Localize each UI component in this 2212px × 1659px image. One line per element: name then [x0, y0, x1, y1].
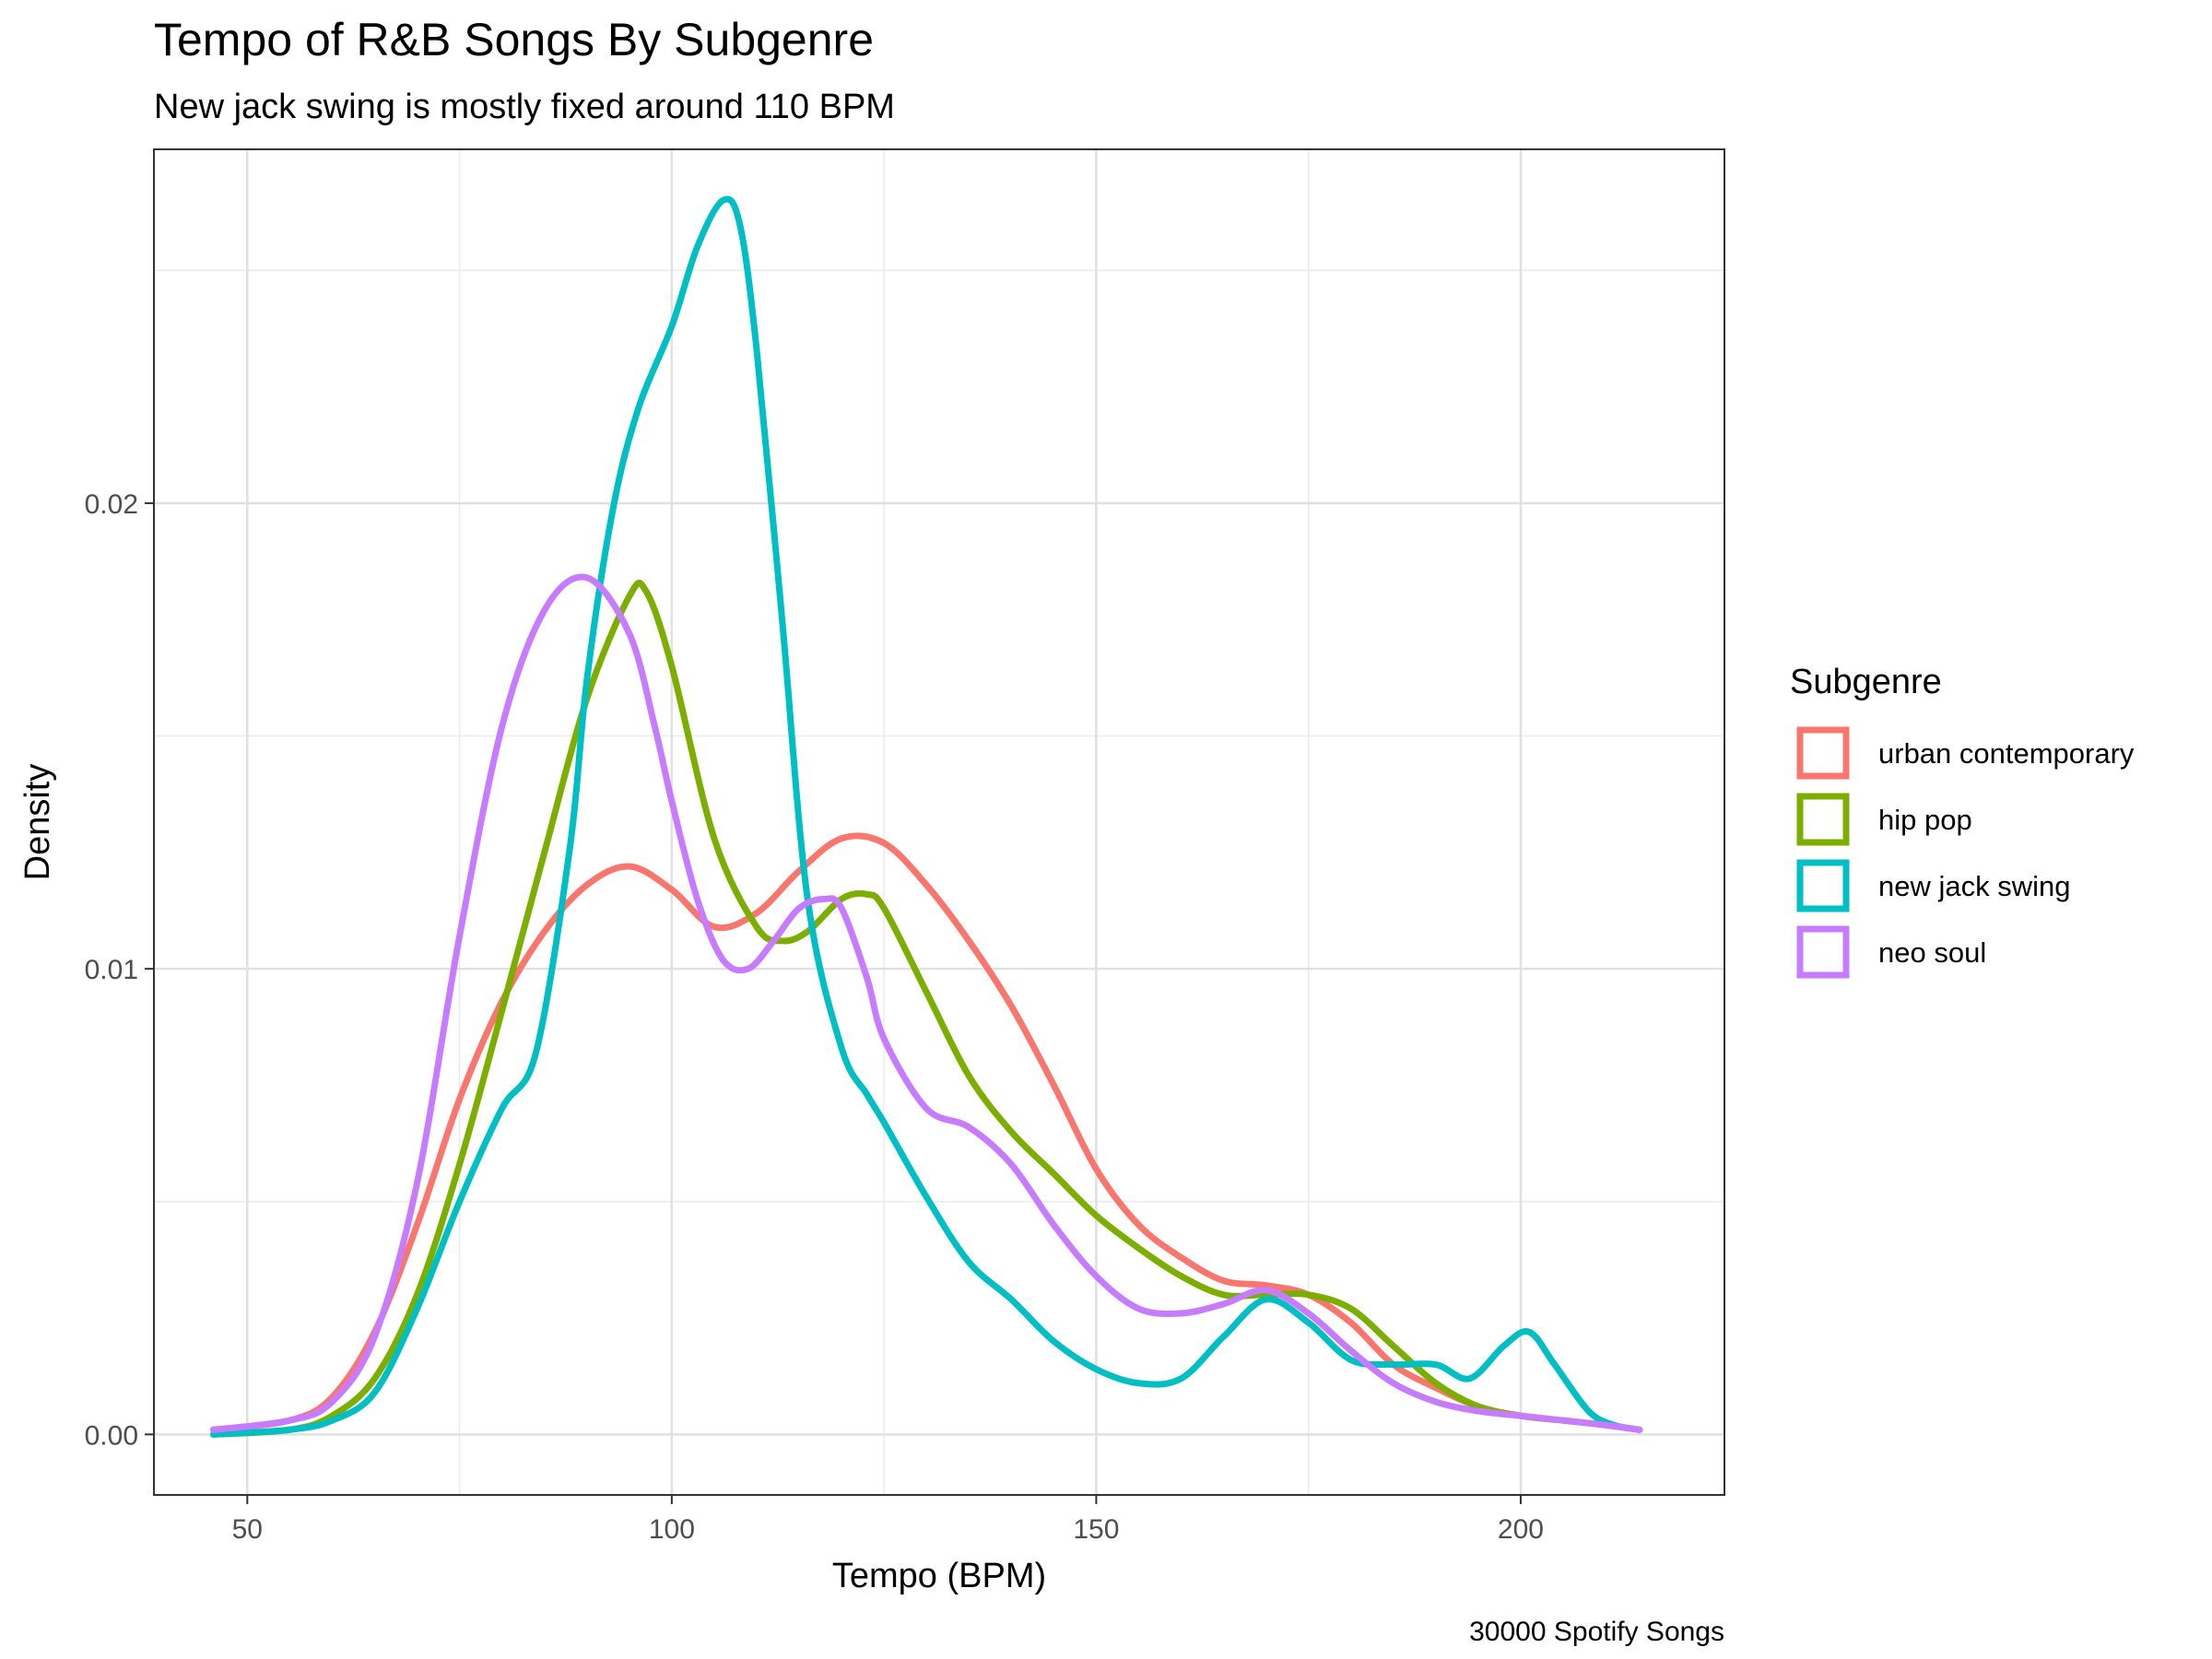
- legend-label-hip-pop: hip pop: [1878, 804, 1972, 836]
- plot-panel: [154, 149, 1724, 1495]
- y-tick-label: 0.00: [85, 1420, 138, 1451]
- legend-label-urban-contemporary: urban contemporary: [1878, 737, 2135, 770]
- legend-key-neo-soul: [1796, 925, 1850, 979]
- x-tick-label: 100: [649, 1514, 695, 1545]
- density-line-neo-soul: [209, 573, 1643, 1433]
- y-axis-title: Density: [18, 764, 57, 881]
- x-tick-label: 50: [232, 1514, 263, 1545]
- y-axis: 0.00 0.01 0.02: [85, 489, 154, 1451]
- x-tick-label: 200: [1498, 1514, 1544, 1545]
- density-line-new-jack-swing: [209, 195, 1643, 1438]
- legend-label-neo-soul: neo soul: [1878, 936, 1986, 969]
- legend-key-urban-contemporary: [1796, 726, 1850, 780]
- legend-label-new-jack-swing: new jack swing: [1878, 870, 2070, 902]
- legend: Subgenre urban contemporary hip pop new ja…: [1790, 663, 2135, 980]
- y-tick-label: 0.02: [85, 489, 138, 520]
- density-line-hip-pop: [209, 579, 1643, 1438]
- chart-subtitle: New jack swing is mostly fixed around 11…: [154, 88, 895, 126]
- minor-gridlines: [154, 149, 1724, 1495]
- legend-key-new-jack-swing: [1796, 859, 1850, 912]
- legend-key-bg: [1795, 792, 1851, 847]
- legend-key-bg: [1795, 924, 1851, 980]
- x-axis: 50 100 150 200: [232, 1495, 1544, 1545]
- density-curves: [209, 195, 1643, 1438]
- major-gridlines: [154, 149, 1724, 1495]
- legend-items: urban contemporary hip pop new jack swing n…: [1795, 725, 2135, 980]
- chart-title: Tempo of R&B Songs By Subgenre: [154, 14, 874, 65]
- legend-key-bg: [1795, 858, 1851, 913]
- legend-title: Subgenre: [1790, 663, 1942, 701]
- legend-key-bg: [1795, 725, 1851, 781]
- legend-key-hip-pop: [1796, 793, 1850, 846]
- chart-caption: 30000 Spotify Songs: [1469, 1617, 1724, 1647]
- y-tick-label: 0.01: [85, 955, 138, 985]
- x-tick-label: 150: [1073, 1514, 1119, 1545]
- x-axis-title: Tempo (BPM): [832, 1557, 1046, 1595]
- plot-panel-border: [153, 148, 1725, 1496]
